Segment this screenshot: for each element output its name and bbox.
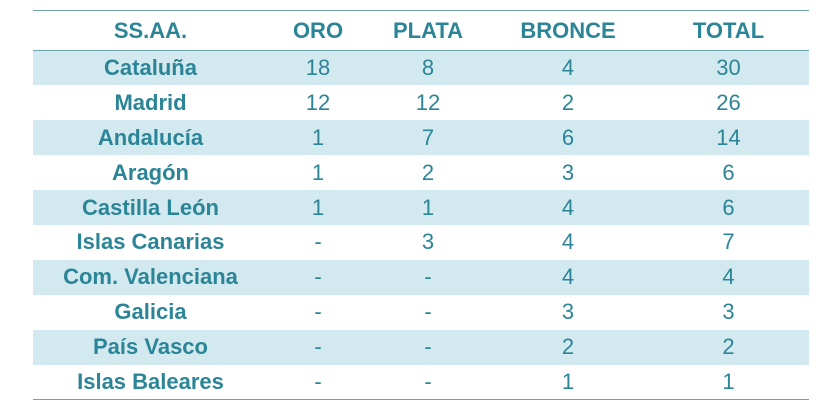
plata-cell: 7	[421, 124, 435, 150]
table-row: Com. Valenciana - - 4 4	[33, 259, 809, 295]
region-cell: Com. Valenciana	[63, 264, 238, 290]
total-cell: 6	[722, 194, 735, 220]
region-cell: Islas Baleares	[77, 368, 224, 394]
bronce-cell: 3	[561, 159, 575, 185]
table-row: País Vasco - - 2 2	[33, 329, 809, 365]
plata-cell: 3	[421, 229, 435, 255]
bronce-cell: 4	[561, 264, 575, 290]
region-cell: Castilla León	[82, 194, 219, 220]
total-cell: 2	[722, 334, 735, 360]
table-row: Aragón 1 2 3 6	[33, 155, 809, 190]
total-cell: 30	[716, 55, 741, 81]
region-cell: Aragón	[112, 159, 189, 185]
table-row: Andalucía 1 7 6 14	[33, 120, 809, 156]
oro-cell: 1	[311, 124, 325, 150]
table-row: Cataluña 18 8 4 30	[33, 50, 809, 86]
total-cell: 26	[716, 89, 741, 115]
region-cell: País Vasco	[93, 334, 208, 360]
table-header-row: SS.AA. ORO PLATA BRONCE TOTAL	[33, 10, 809, 51]
region-cell: Cataluña	[104, 55, 197, 81]
total-cell: 4	[722, 264, 735, 290]
header-bronce: BRONCE	[520, 17, 616, 43]
total-cell: 3	[722, 299, 735, 325]
plata-cell: -	[424, 334, 432, 360]
total-cell: 1	[722, 368, 735, 394]
header-oro: ORO	[292, 17, 344, 43]
region-cell: Islas Canarias	[76, 229, 225, 255]
region-cell: Galicia	[114, 299, 187, 325]
bronce-cell: 4	[561, 229, 575, 255]
oro-cell: -	[314, 229, 322, 255]
bronce-cell: 2	[561, 89, 575, 115]
table-row: Islas Canarias - 3 4 7	[33, 225, 809, 260]
total-cell: 7	[722, 229, 735, 255]
table-row: Galicia - - 3 3	[33, 295, 809, 330]
total-cell: 6	[722, 159, 735, 185]
plata-cell: 12	[415, 89, 441, 115]
medal-table: SS.AA. ORO PLATA BRONCE TOTAL Cataluña 1…	[33, 10, 809, 400]
plata-cell: -	[424, 264, 432, 290]
total-cell: 14	[716, 124, 741, 150]
region-cell: Andalucía	[97, 124, 204, 150]
plata-cell: 1	[421, 194, 435, 220]
region-cell: Madrid	[114, 89, 187, 115]
oro-cell: -	[314, 299, 322, 325]
header-region: SS.AA.	[113, 17, 188, 43]
bronce-cell: 3	[561, 299, 575, 325]
plata-cell: -	[424, 368, 432, 394]
oro-cell: -	[314, 334, 322, 360]
header-plata: PLATA	[392, 17, 464, 43]
bronce-cell: 2	[561, 334, 575, 360]
oro-cell: 1	[311, 194, 325, 220]
plata-cell: -	[424, 299, 432, 325]
plata-cell: 8	[421, 55, 435, 81]
table-row: Castilla León 1 1 4 6	[33, 190, 809, 225]
header-total: TOTAL	[692, 17, 765, 43]
bronce-cell: 1	[561, 368, 575, 394]
oro-cell: 1	[311, 159, 325, 185]
plata-cell: 2	[421, 159, 435, 185]
bronce-cell: 6	[561, 124, 575, 150]
oro-cell: 12	[305, 89, 331, 115]
oro-cell: -	[314, 368, 322, 394]
table-row: Islas Baleares - - 1 1	[33, 365, 809, 400]
table-row: Madrid 12 12 2 26	[33, 85, 809, 120]
bronce-cell: 4	[561, 194, 575, 220]
bronce-cell: 4	[561, 55, 575, 81]
oro-cell: -	[314, 264, 322, 290]
oro-cell: 18	[305, 55, 331, 81]
